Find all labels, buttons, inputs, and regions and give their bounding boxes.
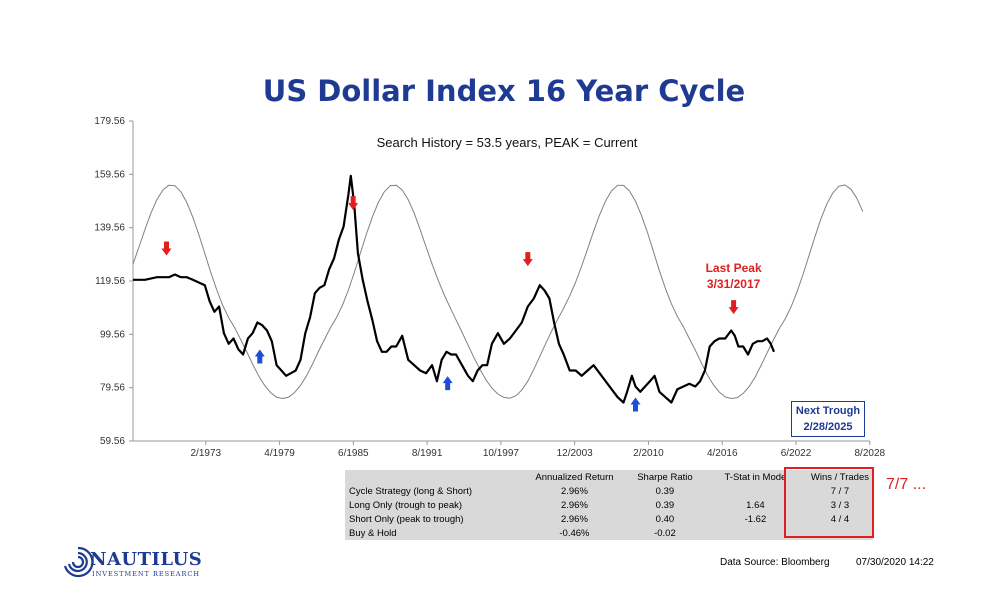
dollar-index-line: [133, 174, 776, 404]
nautilus-logo-icon: [63, 546, 94, 578]
table-header-cell: Sharpe Ratio: [637, 471, 693, 483]
logo-name: NAUTILUS: [90, 549, 203, 570]
next-trough-date: 2/28/2025: [803, 421, 853, 433]
chart-subtitle: Search History = 53.5 years, PEAK = Curr…: [377, 135, 638, 150]
table-cell: 0.40: [655, 513, 675, 525]
x-tick-label: 6/1985: [338, 448, 369, 459]
table-header-cell: Annualized Return: [535, 471, 614, 483]
wins-note: 7/7 ...: [886, 476, 927, 493]
chart-ticks: 179.56 159.56 139.56 119.56 99.56 79.56 59.56 2…: [94, 116, 885, 459]
annotation-label: 3/31/2017: [707, 277, 761, 291]
wins-highlight-box: [784, 467, 874, 538]
peak-arrow-icon: [161, 241, 172, 256]
table-cell: 2.96%: [560, 485, 588, 497]
x-tick-label: 10/1997: [483, 448, 520, 459]
table-header-cell: T-Stat in Mode: [724, 471, 787, 483]
x-tick-label: 2/2010: [633, 448, 664, 459]
timestamp: 07/30/2020 14:22: [856, 557, 934, 568]
table-cell: -1.62: [744, 513, 767, 525]
x-tick-label: 8/1991: [412, 448, 443, 459]
table-cell: 4 / 4: [830, 513, 850, 525]
trough-arrow-icon: [630, 397, 641, 412]
logo-subtitle: INVESTMENT RESEARCH: [92, 570, 201, 578]
annotation-label: Last Peak: [706, 261, 762, 275]
table-cell: 1.64: [746, 499, 765, 511]
peak-arrow-icon: [728, 300, 739, 315]
table-cell: 2.96%: [560, 499, 588, 511]
table-cell: 0.39: [655, 485, 675, 497]
table-cell: Cycle Strategy (long & Short): [349, 485, 473, 497]
table-cell: 2.96%: [560, 513, 588, 525]
next-trough-label: Next Trough 2/28/2025: [791, 401, 865, 437]
table-cell: -0.46%: [559, 527, 590, 539]
x-tick-label: 2/1973: [190, 448, 221, 459]
table-row: Long Only (trough to peak) 2.96% 0.39 1.…: [345, 498, 873, 512]
table-row: Cycle Strategy (long & Short) 2.96% 0.39…: [345, 484, 873, 498]
table-row: Short Only (peak to trough) 2.96% 0.40 -…: [345, 512, 873, 526]
table-header-row: Annualized Return Sharpe Ratio T-Stat in…: [345, 470, 873, 484]
trough-arrow-icon: [254, 349, 265, 364]
trough-arrow-icon: [442, 376, 453, 391]
y-tick-label: 179.56: [94, 116, 125, 127]
table-cell: -0.02: [654, 527, 676, 539]
x-tick-label: 12/2003: [557, 448, 594, 459]
table-header-cell: [345, 470, 523, 484]
x-tick-label: 4/2016: [707, 448, 738, 459]
data-source: Data Source: Bloomberg: [720, 557, 830, 568]
cycle-wave-line: [132, 184, 864, 399]
x-tick-label: 6/2022: [781, 448, 812, 459]
table-cell: Short Only (peak to trough): [349, 513, 464, 525]
table-row: Buy & Hold -0.46% -0.02: [345, 526, 873, 540]
table-cell: 3 / 3: [830, 499, 850, 511]
chart-title: US Dollar Index 16 Year Cycle: [262, 74, 746, 108]
table-cell: 7 / 7: [830, 485, 850, 497]
y-tick-label: 139.56: [94, 223, 125, 234]
x-tick-label: 8/2028: [855, 448, 886, 459]
next-trough-title: Next Trough: [795, 405, 861, 417]
table-cell: Buy & Hold: [349, 527, 397, 539]
chart-markers: [161, 196, 739, 412]
y-tick-label: 79.56: [100, 383, 125, 394]
peak-arrow-icon: [522, 252, 533, 267]
table-header-cell: Wins / Trades: [810, 471, 869, 483]
y-tick-label: 159.56: [94, 169, 125, 180]
table-cell: 0.39: [655, 499, 675, 511]
peak-arrow-icon: [348, 196, 359, 211]
table-cell: Long Only (trough to peak): [349, 499, 463, 511]
chart-series: [132, 174, 864, 404]
chart-annotations: Search History = 53.5 years, PEAK = Curr…: [377, 135, 762, 291]
y-tick-label: 119.56: [95, 276, 125, 287]
x-tick-label: 4/1979: [264, 448, 295, 459]
y-tick-label: 99.56: [100, 329, 125, 340]
y-tick-label: 59.56: [100, 436, 125, 447]
